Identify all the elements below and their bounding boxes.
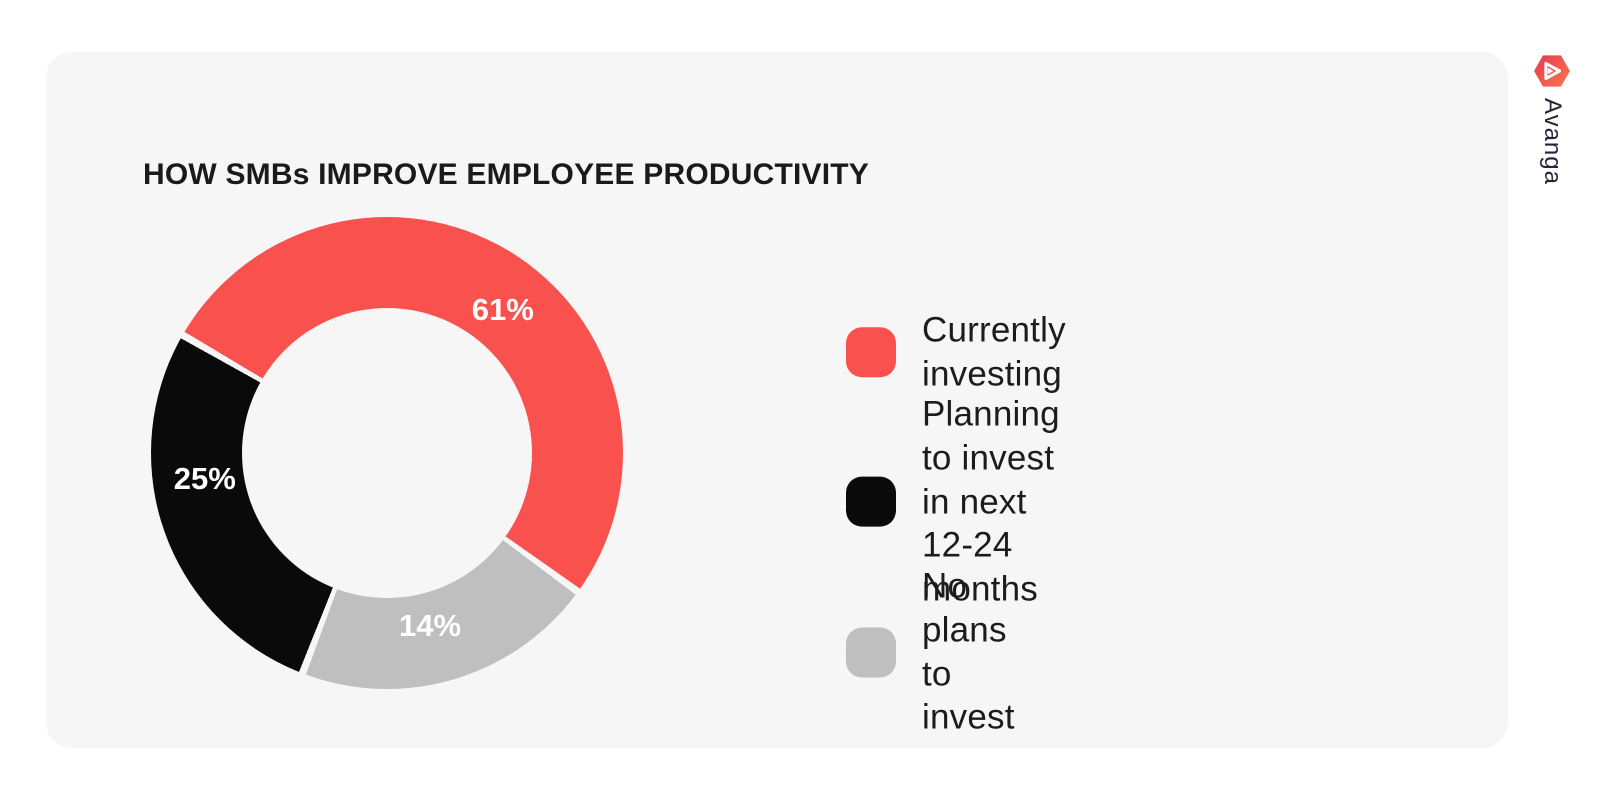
donut-chart: 61% 14% 25% (151, 217, 623, 689)
avanga-logo-icon (1534, 55, 1570, 87)
chart-title: HOW SMBs IMPROVE EMPLOYEE PRODUCTIVITY (143, 158, 870, 191)
legend-swatch-gray (846, 627, 896, 677)
legend-label: Currently investing (922, 310, 1066, 393)
donut-value-label: 14% (399, 607, 462, 643)
donut-value-label: 61% (471, 292, 534, 327)
legend-item-planning-to-invest: Planning to invest in next 12-24 months (846, 393, 1060, 612)
legend-label: Planning to invest in next 12-24 months (922, 394, 1060, 609)
legend-item-currently-investing: Currently investing (846, 308, 1066, 396)
legend-label: No plans to invest (922, 566, 1015, 737)
donut-hole (242, 308, 532, 598)
legend-swatch-red (846, 327, 896, 377)
donut-value-label: 25% (173, 460, 236, 496)
legend-item-no-plans: No plans to invest (846, 565, 1015, 740)
brand-watermark: Avanga (1527, 54, 1577, 185)
legend-swatch-black (846, 477, 896, 527)
brand-name: Avanga (1539, 98, 1566, 185)
